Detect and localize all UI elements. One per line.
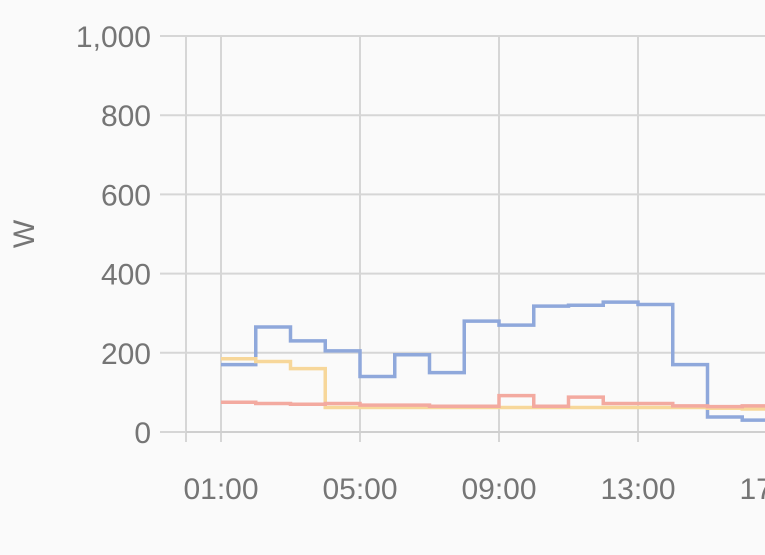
x-tick-label: 13:00 [600, 473, 675, 506]
x-tick-label: 09:00 [461, 473, 536, 506]
series-line-3 [221, 393, 765, 409]
y-tick-label: 800 [101, 100, 151, 133]
y-tick-label: 0 [134, 417, 151, 450]
grid [160, 35, 765, 442]
x-tick-label: 01:00 [183, 473, 258, 506]
series-line-1 [221, 300, 765, 422]
x-tick-label: 05:00 [322, 473, 397, 506]
x-tick-label: 17:00 [739, 473, 765, 506]
x-axis-tick-labels: 01:00 05:00 09:00 13:00 17:00 [183, 473, 765, 506]
y-tick-label: 400 [101, 259, 151, 292]
series-group [221, 300, 765, 422]
y-tick-label: 600 [101, 179, 151, 212]
y-tick-label: 1,000 [76, 21, 151, 54]
y-axis-tick-labels: 0 200 400 600 800 1,000 [76, 21, 151, 450]
y-tick-label: 200 [101, 338, 151, 371]
y-axis-title: W [8, 219, 41, 248]
